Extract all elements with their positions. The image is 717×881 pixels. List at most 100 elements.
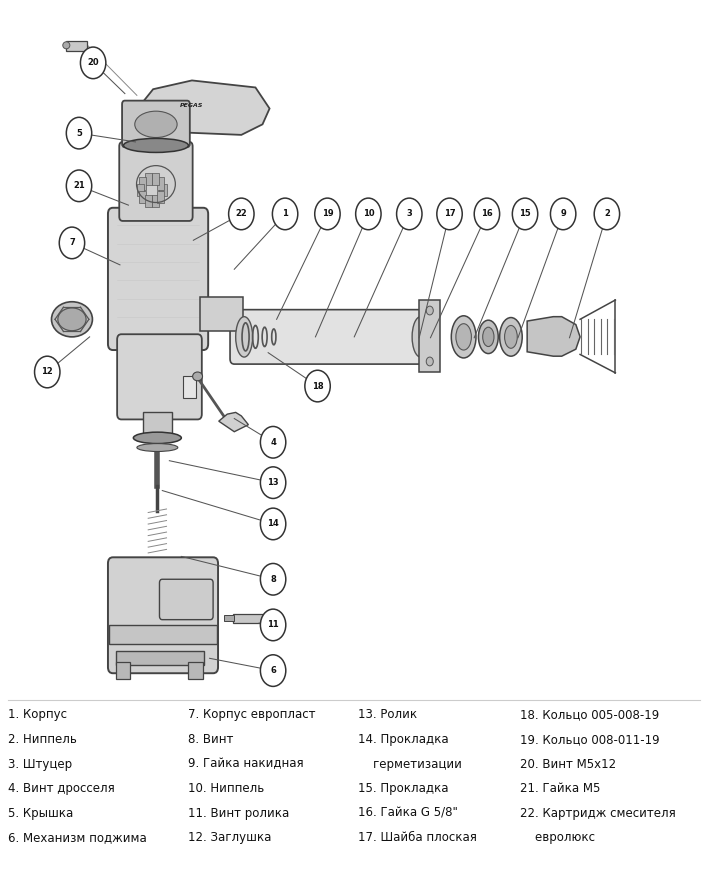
Circle shape xyxy=(260,426,286,458)
Text: 3: 3 xyxy=(407,210,412,218)
Text: 21: 21 xyxy=(73,181,85,190)
Circle shape xyxy=(80,47,106,78)
Text: 12. Заглушка: 12. Заглушка xyxy=(189,832,272,844)
Circle shape xyxy=(66,117,92,149)
Text: 17: 17 xyxy=(444,210,455,218)
Bar xyxy=(152,174,158,186)
Text: 8: 8 xyxy=(270,574,276,584)
Text: герметизации: герметизации xyxy=(358,758,462,771)
Ellipse shape xyxy=(426,306,433,315)
Text: 5. Крышка: 5. Крышка xyxy=(9,807,74,819)
Text: 1: 1 xyxy=(282,210,288,218)
Polygon shape xyxy=(527,316,580,356)
Text: 14: 14 xyxy=(267,520,279,529)
Text: 3. Штуцер: 3. Штуцер xyxy=(9,758,72,771)
Bar xyxy=(139,191,146,203)
Text: 4: 4 xyxy=(270,438,276,447)
FancyBboxPatch shape xyxy=(230,309,427,364)
Circle shape xyxy=(260,564,286,595)
Ellipse shape xyxy=(133,433,181,443)
Bar xyxy=(139,177,146,189)
Bar xyxy=(115,651,204,665)
Ellipse shape xyxy=(505,325,517,348)
Bar xyxy=(159,184,166,196)
Circle shape xyxy=(260,467,286,499)
Text: 5: 5 xyxy=(76,129,82,137)
Circle shape xyxy=(260,609,286,640)
Polygon shape xyxy=(139,80,270,135)
Text: 17. Шайба плоская: 17. Шайба плоская xyxy=(358,832,477,844)
Circle shape xyxy=(474,198,500,230)
Bar xyxy=(157,191,164,203)
Ellipse shape xyxy=(58,307,86,330)
Text: 10: 10 xyxy=(363,210,374,218)
Text: 7. Корпус европласт: 7. Корпус европласт xyxy=(189,708,316,722)
Text: 1. Корпус: 1. Корпус xyxy=(9,708,67,722)
Text: 16. Гайка G 5/8": 16. Гайка G 5/8" xyxy=(358,807,457,819)
Circle shape xyxy=(60,227,85,259)
Bar xyxy=(115,662,130,679)
Text: 12: 12 xyxy=(42,367,53,376)
Ellipse shape xyxy=(193,372,202,381)
Ellipse shape xyxy=(123,138,189,152)
Circle shape xyxy=(305,370,331,402)
Ellipse shape xyxy=(426,357,433,366)
Bar xyxy=(419,300,440,372)
FancyBboxPatch shape xyxy=(108,558,218,673)
Ellipse shape xyxy=(483,327,494,346)
Bar xyxy=(189,662,202,679)
Bar xyxy=(157,177,164,189)
Circle shape xyxy=(34,356,60,388)
Bar xyxy=(152,195,158,207)
Ellipse shape xyxy=(135,111,177,137)
Circle shape xyxy=(260,655,286,686)
Text: 2. Ниппель: 2. Ниппель xyxy=(9,733,77,746)
Text: 15. Прокладка: 15. Прокладка xyxy=(358,782,448,796)
Text: 14. Прокладка: 14. Прокладка xyxy=(358,733,448,746)
Ellipse shape xyxy=(236,316,252,357)
Ellipse shape xyxy=(456,323,471,350)
Text: 6: 6 xyxy=(270,666,276,675)
Bar xyxy=(137,184,144,196)
Text: 8. Винт: 8. Винт xyxy=(189,733,234,746)
Circle shape xyxy=(66,170,92,202)
Text: 13. Ролик: 13. Ролик xyxy=(358,708,417,722)
Circle shape xyxy=(513,198,538,230)
Text: 22. Картридж смесителя: 22. Картридж смесителя xyxy=(520,807,676,819)
Ellipse shape xyxy=(52,301,92,337)
Text: 9. Гайка накидная: 9. Гайка накидная xyxy=(189,758,304,771)
Circle shape xyxy=(397,198,422,230)
Text: 16: 16 xyxy=(481,210,493,218)
Text: 18. Кольцо 005-008-19: 18. Кольцо 005-008-19 xyxy=(520,708,660,722)
Text: 18: 18 xyxy=(312,381,323,390)
Ellipse shape xyxy=(500,317,522,356)
Circle shape xyxy=(260,508,286,540)
FancyBboxPatch shape xyxy=(108,208,208,350)
Text: евролюкс: евролюкс xyxy=(520,832,595,844)
Text: 11. Винт ролика: 11. Винт ролика xyxy=(189,807,290,819)
Bar xyxy=(110,625,217,644)
Text: 6. Механизм поджима: 6. Механизм поджима xyxy=(9,832,147,844)
Ellipse shape xyxy=(451,315,476,358)
Polygon shape xyxy=(219,412,248,432)
Ellipse shape xyxy=(412,316,429,357)
Text: 2: 2 xyxy=(604,210,610,218)
Bar xyxy=(224,615,234,621)
Bar xyxy=(143,411,172,436)
Ellipse shape xyxy=(137,443,178,451)
Circle shape xyxy=(272,198,298,230)
Text: 4. Винт дросселя: 4. Винт дросселя xyxy=(9,782,115,796)
Text: 15: 15 xyxy=(519,210,531,218)
Bar xyxy=(145,174,152,186)
Text: 19: 19 xyxy=(322,210,333,218)
Ellipse shape xyxy=(478,320,498,353)
Bar xyxy=(201,298,243,330)
Text: 13: 13 xyxy=(267,478,279,487)
Ellipse shape xyxy=(63,41,70,48)
Circle shape xyxy=(437,198,462,230)
FancyBboxPatch shape xyxy=(122,100,190,147)
Text: 9: 9 xyxy=(560,210,566,218)
Bar xyxy=(233,613,262,623)
Circle shape xyxy=(551,198,576,230)
FancyBboxPatch shape xyxy=(159,580,213,619)
